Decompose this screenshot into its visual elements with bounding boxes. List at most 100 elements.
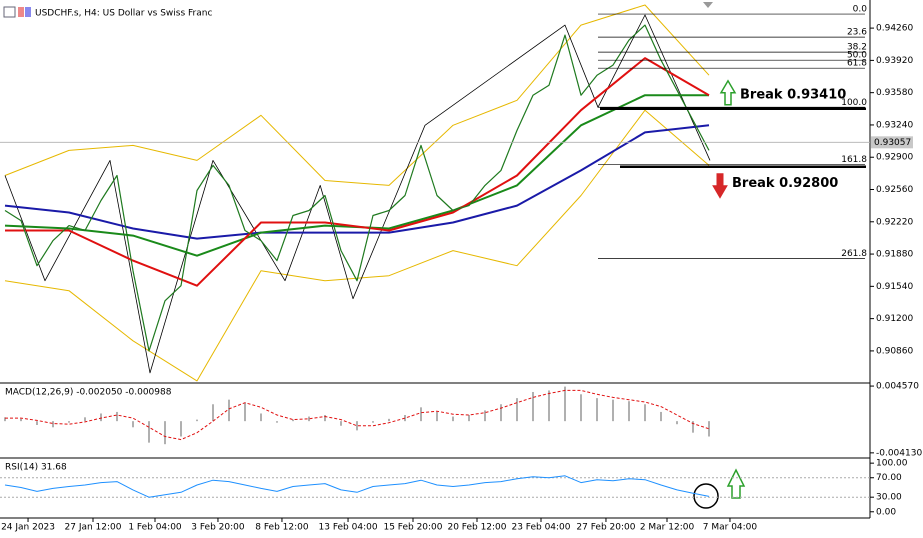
histogram-bar [228, 399, 230, 422]
histogram-bar [148, 421, 150, 443]
histogram-bar [308, 416, 310, 422]
series-line [4, 124, 710, 240]
histogram-bar [612, 399, 614, 422]
histogram-bar [548, 390, 550, 422]
histogram-bar [564, 386, 566, 422]
histogram-bar [500, 404, 502, 422]
y-tick-label: 0.92900 [876, 153, 913, 163]
histogram-bar [516, 398, 518, 422]
histogram-bar [180, 421, 182, 437]
histogram-bar [356, 421, 358, 431]
y-tick-label: 0.91880 [876, 250, 913, 260]
histogram-bar [212, 404, 214, 422]
y-tick-label: 30.00 [876, 493, 902, 503]
histogram-bar [196, 419, 198, 422]
icon [25, 7, 31, 17]
fib-label: 261.8 [841, 249, 867, 259]
y-tick-label: 70.00 [876, 473, 902, 483]
histogram-bar [68, 421, 70, 423]
histogram-bar [164, 421, 166, 445]
histogram-bar [84, 417, 86, 422]
down-arrow [712, 173, 728, 199]
icon [18, 7, 24, 17]
histogram-bar [388, 418, 390, 422]
chart-title: USDCHF.s, H4: US Dollar vs Swiss Franc [35, 9, 212, 19]
histogram-bar [420, 407, 422, 422]
histogram-bar [100, 413, 102, 422]
fib-label: 0.0 [853, 5, 868, 15]
y-tick-label: 0.90860 [876, 346, 913, 356]
x-tick-label: 7 Mar 04:00 [703, 523, 758, 533]
histogram-bar [644, 404, 646, 422]
x-tick-label: 8 Feb 12:00 [255, 523, 309, 533]
shift-marker [703, 2, 713, 8]
histogram-bar [484, 410, 486, 422]
last-price-box [871, 136, 913, 149]
histogram-bar [580, 394, 582, 422]
histogram-bar [628, 401, 630, 422]
x-tick-label: 13 Feb 04:00 [319, 523, 378, 533]
up-arrow [719, 79, 737, 106]
histogram-bar [404, 415, 406, 422]
histogram-bar [116, 411, 118, 422]
histogram-bar [596, 398, 598, 422]
histogram-bar [708, 421, 710, 437]
histogram-bar [340, 421, 342, 426]
y-tick-label: 0.93240 [876, 120, 913, 130]
histogram-bar [292, 419, 294, 422]
y-tick-label: 100.00 [876, 459, 908, 469]
histogram-bar [276, 421, 278, 423]
y-tick-label: 0.004570 [876, 382, 919, 392]
y-tick-label: 0.92220 [876, 217, 913, 227]
histogram-bar [132, 421, 134, 428]
y-tick-label: 0.94260 [876, 24, 913, 34]
annotation: Break 0.93410 [740, 87, 846, 102]
y-tick-label: 0.93580 [876, 88, 913, 98]
fib-label: 161.8 [841, 155, 867, 165]
highlight-circle [693, 483, 719, 509]
y-tick-label: 0.93920 [876, 56, 913, 66]
series-line [5, 57, 710, 287]
last-price-label: 0.93057 [874, 138, 911, 148]
fib-label: 23.6 [847, 28, 867, 38]
histogram-bar [468, 415, 470, 422]
histogram-bar [260, 413, 262, 422]
x-tick-label: 23 Feb 04:00 [511, 523, 570, 533]
histogram-bar [244, 402, 246, 422]
series-line [4, 4, 710, 186]
histogram-bar [20, 418, 22, 422]
x-tick-label: 2 Mar 12:00 [640, 523, 695, 533]
histogram-bar [324, 415, 326, 422]
fib-label: 100.0 [841, 98, 867, 108]
y-tick-label: -0.004130 [876, 448, 922, 458]
histogram-bar [532, 391, 534, 422]
fib-label: 38.2 [847, 43, 867, 53]
x-tick-label: 24 Jan 2023 [1, 523, 55, 533]
fib-label: 50.0 [847, 51, 867, 61]
histogram-bar [692, 421, 694, 433]
histogram-bar [36, 421, 38, 425]
x-tick-label: 1 Feb 04:00 [128, 523, 182, 533]
y-tick-label: 0.92560 [876, 185, 913, 195]
x-tick-label: 27 Jan 12:00 [65, 523, 122, 533]
series-line [4, 24, 710, 352]
rsi-title: RSI(14) 31.68 [5, 463, 67, 473]
fib-label: 61.8 [847, 59, 867, 69]
y-tick-label: 0.91200 [876, 314, 913, 324]
histogram-bar [4, 417, 6, 422]
histogram-bar [372, 421, 374, 423]
annotation: Break 0.92800 [732, 176, 838, 191]
macd-title: MACD(12,26,9) -0.002050 -0.000988 [5, 388, 172, 398]
x-tick-label: 3 Feb 20:00 [191, 523, 245, 533]
x-tick-label: 15 Feb 20:00 [383, 523, 442, 533]
histogram-bar [676, 421, 678, 425]
y-tick-label: 0.00 [876, 507, 896, 517]
histogram-bar [452, 416, 454, 422]
histogram-bar [52, 421, 54, 428]
series-line [4, 475, 710, 498]
x-tick-label: 20 Feb 12:00 [447, 523, 506, 533]
x-tick-label: 27 Feb 20:00 [576, 523, 635, 533]
y-tick-label: 0.91540 [876, 282, 913, 292]
histogram-bar [436, 411, 438, 422]
